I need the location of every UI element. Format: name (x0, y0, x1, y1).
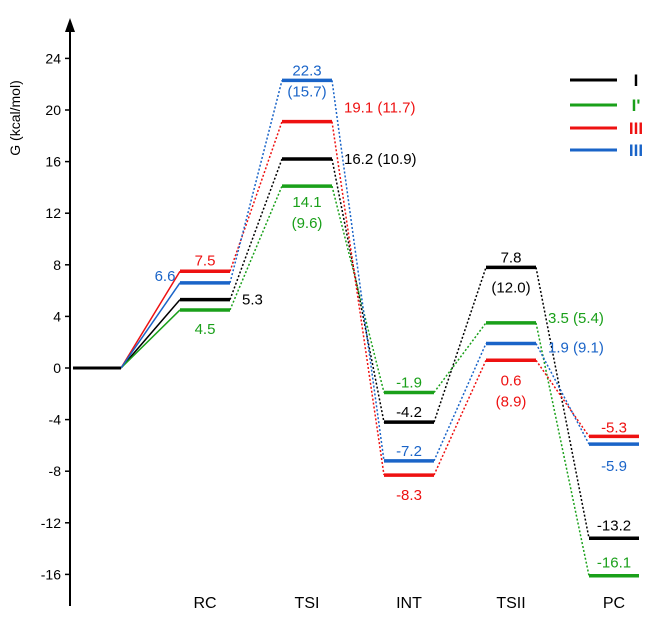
connector-dotted (331, 185, 385, 393)
connector-dotted (433, 322, 487, 393)
value-labels: 5.3 16.2 (10.9) -4.2 7.8 (12.0) -13.2 4.5 14.1 (… (155, 62, 632, 571)
data-label: -5.3 (601, 419, 627, 436)
data-label: 22.3 (292, 62, 321, 79)
y-tick-label: 12 (45, 205, 61, 221)
data-label: 7.5 (195, 252, 216, 269)
data-label-secondary: (8.9) (496, 393, 527, 410)
y-tick-label: -8 (49, 463, 62, 479)
data-label: -5.9 (601, 458, 627, 475)
connector-dotted (433, 343, 487, 462)
connector-dotted (229, 121, 283, 272)
data-label: -8.3 (396, 487, 422, 504)
data-label-secondary: (12.0) (491, 279, 530, 296)
data-label: 7.8 (501, 249, 522, 266)
connector-dotted (331, 158, 385, 423)
x-category-label: PC (603, 595, 625, 612)
data-label-secondary: (15.7) (287, 83, 326, 100)
data-label: 1.9 (9.1) (548, 339, 604, 356)
data-label: 14.1 (292, 194, 321, 211)
data-label: -16.1 (597, 555, 631, 572)
connector-solid (120, 270, 181, 369)
y-tick-label: 4 (53, 308, 61, 324)
connector-dotted (535, 267, 590, 539)
data-label: -13.2 (597, 517, 631, 534)
connectors (120, 80, 590, 576)
connector-solid (120, 309, 181, 369)
data-label: -1.9 (396, 375, 422, 392)
legend-label: III (629, 119, 643, 138)
y-tick-label: -12 (41, 515, 61, 531)
y-axis-arrow (65, 18, 75, 32)
axes: 24 20 16 12 8 4 0 -4 -8 -12 -16 G (kcal/mol) RC TSI IN… (7, 18, 625, 612)
y-tick-label: 0 (53, 360, 61, 376)
y-axis-label: G (kcal/mol) (7, 80, 23, 155)
x-category-label: RC (193, 595, 216, 612)
data-label: 19.1 (11.7) (344, 100, 415, 117)
x-category-label: INT (396, 595, 422, 612)
connector-dotted (535, 322, 590, 576)
energy-levels (73, 78, 639, 578)
connector-solid (120, 282, 181, 369)
data-label: 6.6 (155, 268, 176, 285)
connector-dotted (433, 359, 487, 476)
data-label: 5.3 (242, 292, 263, 309)
connector-dotted (535, 359, 590, 437)
legend-label: III (629, 141, 643, 160)
connector-dotted (229, 158, 283, 300)
data-label: 0.6 (501, 372, 522, 389)
connector-dotted (229, 80, 283, 284)
connector-dotted (433, 267, 487, 423)
x-category-label: TSI (295, 595, 320, 612)
data-label: 3.5 (5.4) (548, 310, 604, 327)
data-label: 16.2 (10.9) (344, 151, 417, 168)
y-tick-label: -16 (41, 566, 61, 582)
y-tick-label: 24 (45, 50, 61, 66)
data-label: 4.5 (195, 321, 216, 338)
y-tick-label: 20 (45, 102, 61, 118)
data-label: -7.2 (396, 443, 422, 460)
connector-dotted (535, 343, 590, 445)
legend-label: I' (632, 96, 641, 115)
y-tick-label: -4 (49, 412, 62, 428)
legend-label: I (634, 71, 639, 90)
connector-solid (120, 299, 181, 369)
data-label: -4.2 (396, 404, 422, 421)
y-tick-label: 8 (53, 257, 61, 273)
data-label-secondary: (9.6) (292, 215, 323, 232)
legend: I I' III III (570, 71, 643, 160)
x-category-label: TSII (496, 595, 525, 612)
y-tick-label: 16 (45, 154, 61, 170)
connector-dotted (331, 121, 385, 476)
connector-dotted (331, 80, 385, 461)
